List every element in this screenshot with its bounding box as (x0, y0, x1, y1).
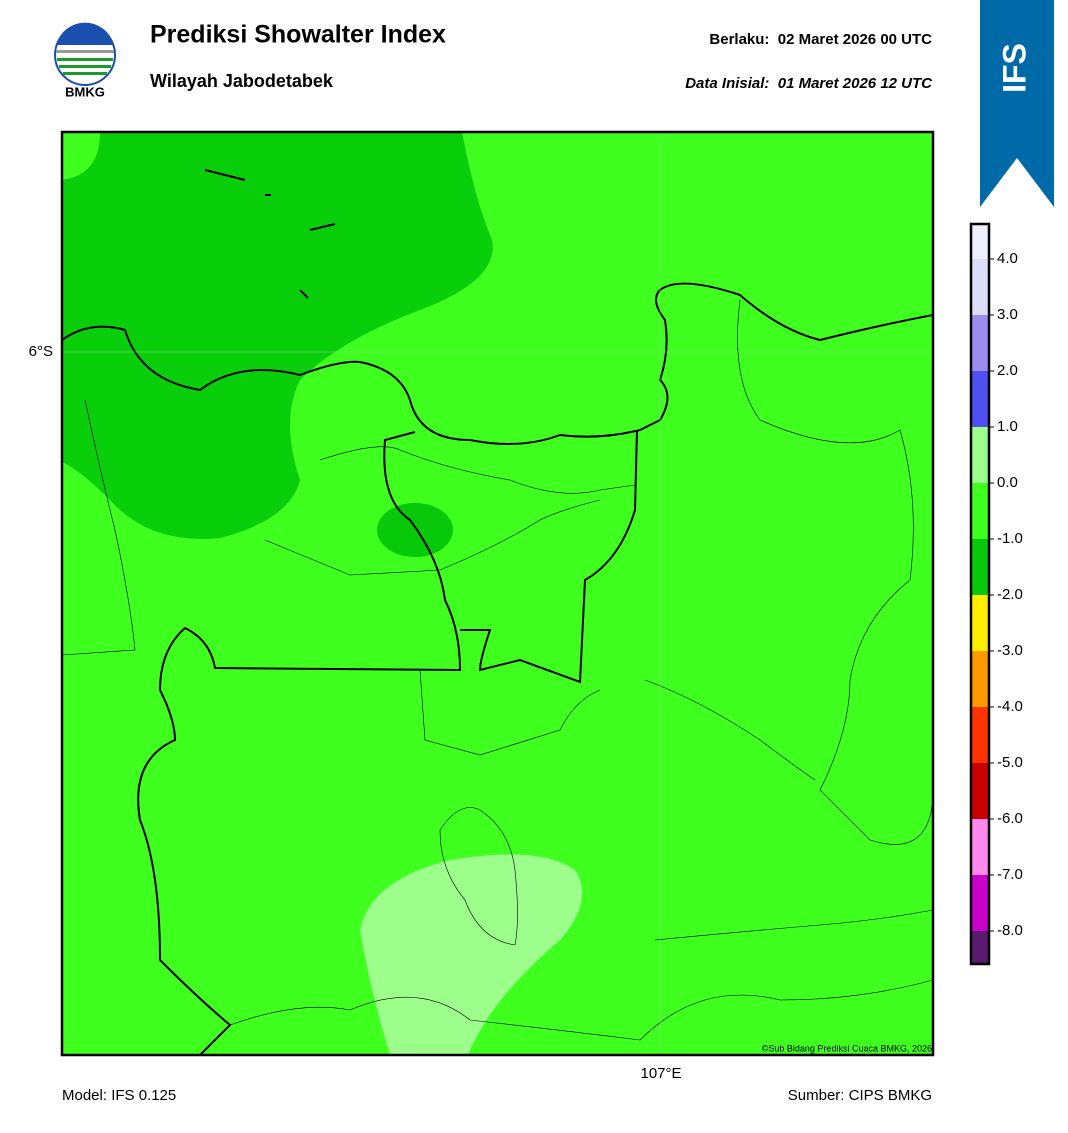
colorbar-segment (971, 595, 989, 651)
colorbar-label: -6.0 (997, 810, 1023, 827)
colorbar-segment (971, 483, 989, 539)
colorbar-label: 1.0 (997, 418, 1018, 435)
colorbar-segment (971, 539, 989, 595)
colorbar-label: -5.0 (997, 754, 1023, 771)
lat-label: 6°S (29, 343, 53, 360)
colorbar-segment (971, 427, 989, 483)
map-frame (60, 130, 935, 1057)
colorbar-label: -7.0 (997, 866, 1023, 883)
colorbar-label: -8.0 (997, 922, 1023, 939)
badge: IFS (980, 0, 1054, 207)
lon-label: 107°E (640, 1065, 681, 1082)
colorbar: 4.0 3.0 2.0 1.0 0.0 -1.0 -2.0 -3.0 -4.0 -5.0 -6.0 -… (969, 222, 1023, 966)
colorbar-segment (971, 224, 989, 259)
colorbar-label: -4.0 (997, 698, 1023, 715)
colorbar-segment (971, 707, 989, 763)
colorbar-segment (971, 371, 989, 427)
colorbar-label: 2.0 (997, 362, 1018, 379)
valid-time: Berlaku: 02 Maret 2026 00 UTC (709, 31, 932, 48)
colorbar-segment (971, 651, 989, 707)
colorbar-label: -3.0 (997, 642, 1023, 659)
colorbar-frame (969, 222, 991, 966)
badge-text: IFS (996, 43, 1032, 93)
colorbar-label: 3.0 (997, 306, 1018, 323)
colorbar-segment (971, 315, 989, 371)
model: Model: IFS 0.125 (62, 1087, 176, 1104)
colorbar-label: 4.0 (997, 250, 1018, 267)
logo: BMKG (54, 22, 116, 99)
colorbar-segment (971, 819, 989, 875)
colorbar-segment (971, 875, 989, 931)
source: Sumber: CIPS BMKG (788, 1087, 932, 1104)
title: Prediksi Showalter Index (150, 21, 446, 49)
colorbar-label: -2.0 (997, 586, 1023, 603)
subtitle: Wilayah Jabodetabek (150, 71, 334, 91)
map: ©Sub Bidang Prediksi Cuaca BMKG, 2026 (62, 132, 933, 1055)
colorbar-segment (971, 763, 989, 819)
credit: ©Sub Bidang Prediksi Cuaca BMKG, 2026 (762, 1043, 932, 1053)
colorbar-label: -1.0 (997, 530, 1023, 547)
colorbar-segment (971, 259, 989, 315)
init-time: Data Inisial: 01 Maret 2026 12 UTC (685, 75, 933, 92)
colorbar-segment (971, 931, 989, 964)
logo-text: BMKG (65, 84, 105, 99)
colorbar-label: 0.0 (997, 474, 1018, 491)
